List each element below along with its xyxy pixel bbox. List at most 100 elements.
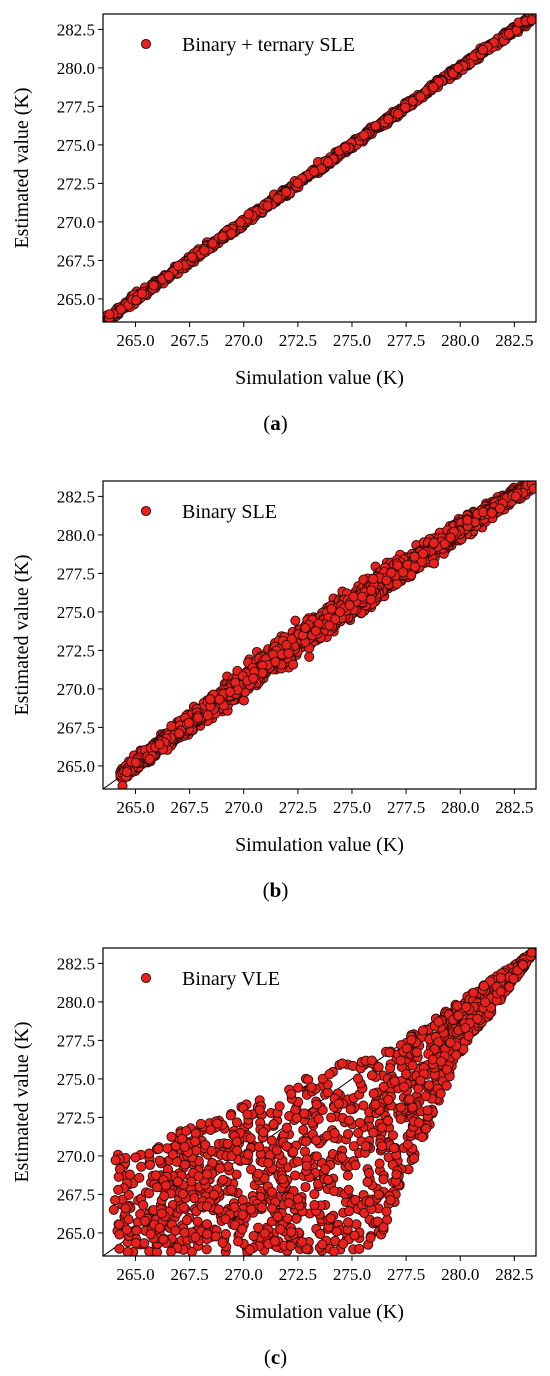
data-point <box>385 1063 396 1074</box>
data-point <box>358 130 370 141</box>
data-point <box>304 651 315 662</box>
data-point <box>154 739 165 750</box>
data-point <box>257 667 268 679</box>
y-tick-label: 280.0 <box>57 59 95 78</box>
legend-marker <box>140 505 152 517</box>
data-point <box>163 271 174 282</box>
data-point <box>136 288 148 299</box>
data-point <box>381 575 392 586</box>
data-point <box>199 245 210 256</box>
data-point <box>330 614 341 625</box>
data-point <box>207 238 218 249</box>
plot-frame <box>102 480 537 790</box>
data-points <box>108 948 536 1256</box>
data-point <box>340 142 351 153</box>
data-point <box>428 558 440 569</box>
x-tick-label: 277.5 <box>387 331 425 350</box>
data-point <box>270 656 281 667</box>
chart-panel-a: 265.0 267.5 270.0 272.5 275.0 277.5 280.0 282.5… <box>11 13 537 435</box>
data-point <box>409 551 420 562</box>
data-point <box>226 228 237 239</box>
data-point <box>354 1243 365 1254</box>
chart-panel-b: 265.0 267.5 270.0 272.5 275.0 277.5 280.0 282.5… <box>11 480 537 902</box>
data-point <box>225 686 236 698</box>
data-point <box>383 114 394 125</box>
data-point <box>173 260 184 271</box>
data-point <box>148 280 159 291</box>
data-point <box>130 757 141 768</box>
data-point <box>248 673 259 684</box>
data-point <box>144 754 155 765</box>
data-point <box>344 600 355 611</box>
data-point <box>131 295 142 306</box>
data-point <box>453 62 464 73</box>
data-point <box>262 200 273 211</box>
data-point <box>510 491 521 502</box>
x-axis-label: Simulation value (K) <box>235 834 404 856</box>
data-point <box>477 44 489 55</box>
x-tick-label: 265.0 <box>116 798 154 817</box>
x-tick-label: 267.5 <box>170 798 208 817</box>
y-tick-label: 270.0 <box>57 213 95 232</box>
panel-caption: (a) <box>263 411 288 435</box>
data-point <box>366 585 377 596</box>
data-point <box>322 157 334 168</box>
data-point <box>117 780 128 789</box>
data-point <box>288 659 299 670</box>
y-tick-label: 270.0 <box>57 680 95 699</box>
y-tick-label: 280.0 <box>57 526 95 545</box>
data-point <box>357 591 368 602</box>
data-point <box>400 102 411 113</box>
legend-label: Binary + ternary SLE <box>182 34 355 56</box>
y-tick-label: 272.5 <box>57 174 95 193</box>
data-point <box>418 548 429 559</box>
data-point <box>235 217 246 228</box>
x-axis-label: Simulation value (K) <box>235 367 404 389</box>
data-point <box>192 712 204 723</box>
legend-marker <box>140 38 152 50</box>
data-point <box>368 573 379 584</box>
x-tick-label: 282.5 <box>495 798 533 817</box>
data-point <box>392 560 403 571</box>
data-point <box>398 567 409 578</box>
y-tick-label: 282.5 <box>57 487 95 506</box>
data-point <box>391 578 403 589</box>
x-tick-label: 265.0 <box>116 331 154 350</box>
data-point <box>370 120 381 132</box>
data-point <box>121 766 132 778</box>
data-point <box>326 603 337 615</box>
data-point <box>392 108 404 120</box>
data-point <box>281 639 292 651</box>
y-tick-label: 282.5 <box>57 20 95 39</box>
data-point <box>272 193 283 204</box>
x-tick-label: 277.5 <box>387 798 425 817</box>
data-point <box>445 532 456 543</box>
data-point <box>290 615 301 626</box>
x-tick-label: 267.5 <box>170 331 208 350</box>
y-tick-label: 265.0 <box>57 757 95 776</box>
data-point <box>293 1082 304 1093</box>
x-tick-label: 272.5 <box>279 798 317 817</box>
data-points <box>103 14 536 322</box>
data-point <box>281 187 292 198</box>
y-tick-label: 267.5 <box>57 251 95 270</box>
y-tick-label: 267.5 <box>57 718 95 737</box>
data-point <box>243 209 254 220</box>
y-tick-label: 277.5 <box>57 564 95 583</box>
y-axis-label: Estimated value (K) <box>11 87 33 248</box>
data-point <box>526 15 536 26</box>
x-tick-label: 275.0 <box>333 331 371 350</box>
data-point <box>283 648 294 659</box>
y-tick-label: 272.5 <box>57 641 95 660</box>
data-point <box>292 177 303 189</box>
data-point <box>205 694 216 705</box>
x-tick-label: 280.0 <box>441 798 479 817</box>
plot-frame <box>102 13 537 323</box>
data-point <box>504 28 515 39</box>
data-points <box>115 481 536 789</box>
x-tick-label: 282.5 <box>495 331 533 350</box>
data-point <box>324 620 335 631</box>
data-point <box>238 695 249 706</box>
data-point <box>300 622 311 634</box>
data-point <box>187 252 198 263</box>
